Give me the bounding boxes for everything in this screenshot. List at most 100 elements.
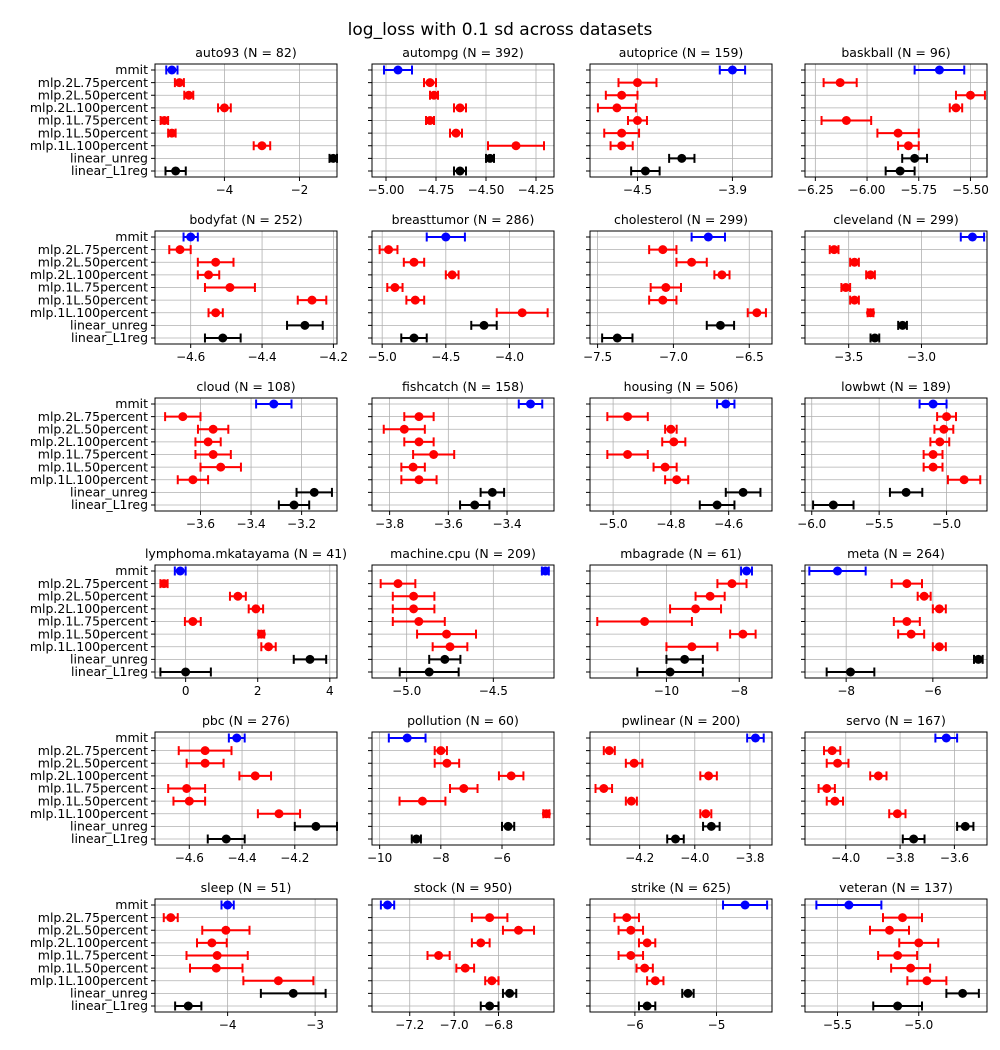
y-tick-label: linear_unreg: [70, 318, 148, 333]
errorbar-mlp.2L.75percent: [648, 245, 678, 255]
errorbar-mlp.2L.75percent: [613, 913, 640, 923]
y-tick-label: mlp.1L.100percent: [30, 138, 148, 153]
y-tick-label: mlp.2L.100percent: [30, 601, 148, 616]
data-point: [200, 746, 210, 756]
errorbar-mlp.1L.75percent: [194, 450, 232, 459]
errorbar-mlp.2L.75percent: [716, 579, 748, 589]
y-tick-label: mlp.1L.100percent: [30, 973, 148, 988]
x-tick-label: −4.4: [247, 350, 276, 364]
data-point: [311, 821, 321, 831]
panel-title: housing (N = 506): [624, 379, 739, 394]
errorbar-mlp.1L.75percent: [159, 116, 170, 125]
panel-title: mbagrade (N = 61): [620, 546, 742, 561]
panel: autoprice (N = 159) −4.5 −3.9: [586, 45, 773, 197]
errorbar-mlp.1L.100percent: [487, 141, 545, 151]
errorbar-mlp.2L.100percent: [403, 437, 435, 447]
data-point: [408, 462, 418, 472]
errorbar-linear_unreg: [888, 487, 924, 497]
data-point: [171, 166, 181, 176]
errorbar-linear_unreg: [897, 320, 908, 330]
data-point: [175, 245, 185, 255]
panel-title: sleep (N = 51): [201, 880, 292, 895]
data-point: [409, 604, 419, 614]
data-point: [409, 591, 419, 601]
data-point: [903, 141, 913, 151]
data-point: [919, 591, 929, 601]
x-tick-label: −4: [216, 183, 234, 197]
errorbar-linear_unreg: [295, 487, 333, 497]
errorbar-mlp.2L.50percent: [849, 257, 860, 267]
y-tick-label: mlp.2L.100percent: [30, 267, 148, 282]
data-point: [264, 642, 274, 652]
panel: pwlinear (N = 200) −4.2 −4.0 −3.8: [586, 713, 773, 865]
data-point: [901, 487, 911, 497]
errorbar-linear_unreg: [259, 988, 327, 998]
data-point: [672, 475, 682, 485]
errorbar-mlp.1L.50percent: [167, 128, 177, 138]
x-tick-label: −4.0: [831, 851, 860, 865]
errorbar-linear_unreg: [286, 320, 324, 330]
x-tick-label: −4.5: [623, 183, 652, 197]
data-point: [455, 103, 465, 113]
errorbar-linear_L1reg: [812, 500, 855, 510]
data-point: [939, 424, 949, 434]
errorbar-mlp.2L.50percent: [402, 257, 426, 267]
data-point: [159, 116, 169, 125]
y-tick-label: linear_unreg: [70, 986, 148, 1001]
data-point: [211, 308, 221, 318]
x-tick-label: 0: [182, 684, 190, 698]
data-point: [384, 245, 394, 255]
errorbar-mlp.1L.100percent: [931, 642, 947, 652]
errorbar-mlp.2L.50percent: [664, 424, 678, 434]
y-tick-label: mlp.2L.50percent: [38, 922, 148, 937]
errorbar-mlp.2L.75percent: [433, 746, 448, 756]
data-point: [960, 821, 970, 831]
data-point: [706, 821, 716, 831]
y-tick-label: mlp.1L.100percent: [30, 305, 148, 320]
x-tick-label: −4.2: [625, 851, 654, 865]
y-tick-label: mlp.1L.50percent: [38, 960, 148, 975]
errorbar-mlp.2L.75percent: [823, 746, 842, 756]
errorbar-mlp.2L.100percent: [194, 437, 222, 447]
errorbar-linear_unreg: [956, 821, 975, 831]
errorbar-mmit: [740, 566, 753, 576]
x-tick-label: −8: [432, 851, 450, 865]
errorbar-linear_L1reg: [869, 333, 881, 343]
errorbar-linear_L1reg: [901, 834, 926, 844]
data-point: [658, 245, 668, 255]
data-point: [738, 629, 748, 639]
y-tick-label: mlp.1L.75percent: [38, 614, 148, 629]
y-tick-label: mlp.2L.100percent: [30, 434, 148, 449]
errorbar-linear_unreg: [901, 153, 929, 163]
data-point: [828, 500, 838, 510]
panel: lowbwt (N = 189) −6.0 −5.5 −5.0: [797, 379, 988, 531]
data-point: [434, 951, 444, 960]
data-point: [250, 771, 260, 781]
errorbar-mlp.2L.50percent: [675, 257, 708, 267]
y-tick-label: mlp.1L.100percent: [30, 639, 148, 654]
data-point: [629, 758, 639, 768]
errorbar-mlp.1L.75percent: [185, 951, 249, 960]
errorbar-linear_unreg: [668, 153, 696, 163]
data-point: [390, 283, 400, 292]
data-point: [233, 591, 243, 601]
x-tick-label: −6.25: [797, 183, 834, 197]
errorbar-mlp.1L.100percent: [207, 308, 224, 318]
data-point: [305, 654, 315, 664]
data-point: [750, 733, 760, 743]
data-point: [928, 399, 938, 409]
data-point: [687, 642, 697, 652]
errorbar-mlp.1L.100percent: [260, 642, 277, 652]
x-tick-label: −4.2: [319, 350, 348, 364]
errorbar-mlp.2L.100percent: [661, 437, 687, 447]
x-tick-label: −4: [219, 1018, 237, 1032]
errorbar-linear_L1reg: [203, 333, 242, 343]
errorbar-mlp.1L.100percent: [176, 475, 210, 485]
errorbar-mlp.1L.50percent: [172, 796, 207, 806]
errorbar-mmit: [716, 399, 736, 409]
errorbar-mlp.1L.50percent: [603, 128, 641, 138]
x-tick-label: −6: [626, 1018, 644, 1032]
x-tick-label: −3.6: [940, 851, 969, 865]
x-tick-label: −5.0: [904, 1018, 933, 1032]
